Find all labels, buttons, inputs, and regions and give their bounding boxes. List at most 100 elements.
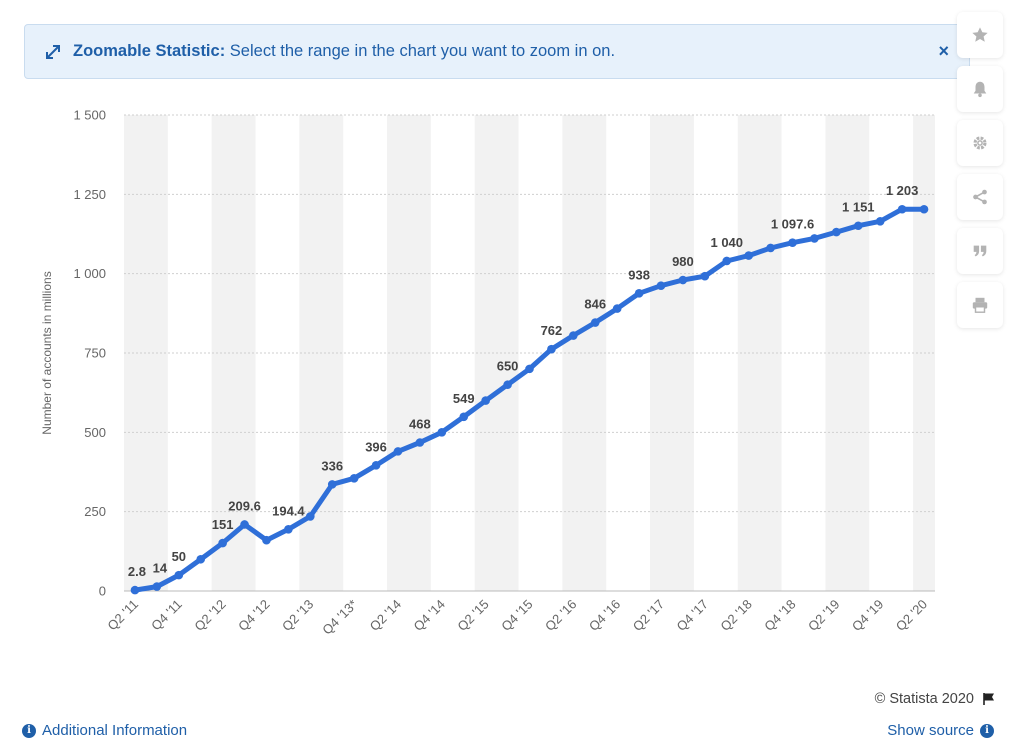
data-label: 1 151 (842, 200, 875, 215)
x-tick-label: Q4 '15 (498, 597, 535, 634)
data-point (722, 256, 732, 266)
data-point (152, 582, 162, 591)
show-source-link[interactable]: Show source i (887, 722, 994, 739)
data-point (284, 525, 293, 534)
additional-information-link[interactable]: i Additional Information (22, 722, 187, 739)
data-point (853, 221, 863, 231)
x-tick-label: Q4 '19 (849, 597, 886, 634)
data-point (810, 234, 819, 243)
share-icon (973, 189, 987, 205)
data-point (327, 480, 337, 489)
zoom-banner: Zoomable Statistic: Select the range in … (24, 24, 970, 79)
x-tick-label: Q2 '19 (805, 597, 842, 634)
data-point (832, 227, 841, 237)
close-icon[interactable]: × (938, 41, 949, 61)
x-tick-label: Q2 '17 (630, 597, 667, 634)
expand-icon (43, 42, 63, 62)
data-point (656, 281, 666, 291)
data-point (174, 570, 184, 580)
x-tick-label: Q2 '15 (454, 597, 491, 634)
y-axis-ticks: 0 250 500 750 1 000 1 250 1 500 (73, 108, 106, 599)
data-point (503, 380, 512, 390)
info-icon: i (980, 723, 994, 738)
print-button[interactable] (957, 282, 1003, 328)
x-tick-label: Q4 '18 (761, 597, 798, 634)
data-point (306, 512, 315, 521)
y-tick-label: 0 (99, 584, 106, 599)
y-tick-label: 1 250 (73, 187, 106, 202)
data-point (415, 438, 425, 447)
x-tick-label: Q4 '17 (674, 597, 711, 634)
star-icon (972, 27, 988, 42)
data-point (612, 304, 622, 313)
data-label: 50 (172, 549, 186, 564)
x-tick-label: Q4 '14 (411, 597, 448, 634)
favorite-button[interactable] (957, 12, 1003, 58)
data-points (130, 204, 929, 595)
data-point (196, 554, 206, 564)
data-point (919, 204, 929, 214)
y-tick-label: 250 (84, 504, 106, 519)
data-label: 2.8 (128, 564, 146, 579)
x-tick-label: Q2 '13 (279, 597, 316, 634)
data-point (875, 217, 885, 226)
x-tick-label: Q4 '11 (148, 597, 185, 634)
data-label: 846 (584, 297, 606, 312)
data-label: 151 (212, 517, 234, 532)
y-tick-label: 750 (84, 346, 106, 361)
cite-button[interactable] (957, 228, 1003, 274)
info-icon: i (22, 723, 36, 738)
background-band (825, 115, 870, 591)
data-label: 650 (497, 359, 519, 374)
data-point (371, 461, 381, 470)
x-tick-label: Q4 '13* (319, 597, 360, 638)
data-point (437, 428, 447, 437)
copyright-text: © Statista 2020 (874, 691, 974, 707)
x-tick-label: Q2 '12 (191, 597, 228, 634)
data-point (569, 331, 578, 340)
data-point (218, 538, 227, 548)
gridlines (124, 114, 935, 592)
additional-information-label: Additional Information (42, 722, 188, 739)
x-tick-label: Q2 '18 (717, 597, 754, 634)
x-axis-ticks: Q2 '11 Q4 '11 Q2 '12 Q4 '12 Q2 '13 Q4 '13* Q2 … (104, 597, 930, 638)
data-label: 396 (365, 439, 387, 454)
x-tick-label: Q4 '16 (586, 597, 623, 634)
data-label: 980 (672, 254, 694, 269)
banner-text: Zoomable Statistic: Select the range in … (73, 25, 615, 78)
settings-button[interactable] (957, 120, 1003, 166)
share-button[interactable] (957, 174, 1003, 220)
x-tick-label: Q2 '20 (893, 597, 930, 634)
data-point (744, 251, 753, 260)
copyright: © Statista 2020 (875, 691, 996, 707)
y-tick-label: 500 (84, 425, 106, 440)
gear-icon (973, 136, 987, 150)
data-point (459, 412, 469, 422)
data-point (897, 204, 907, 214)
data-label: 938 (628, 267, 650, 282)
data-point (678, 275, 688, 285)
data-point (481, 396, 490, 405)
y-tick-label: 1 500 (73, 108, 106, 123)
flag-icon[interactable] (982, 692, 996, 706)
data-label: 1 203 (886, 183, 919, 198)
data-point (788, 238, 797, 247)
data-label: 762 (541, 323, 563, 338)
data-point (262, 535, 271, 545)
x-tick-label: Q2 '11 (104, 597, 141, 634)
data-point (393, 447, 403, 456)
print-icon (972, 297, 988, 313)
data-label: 209.6 (228, 498, 261, 513)
data-point (590, 318, 600, 327)
show-source-label: Show source (887, 722, 974, 739)
banner-message: Select the range in the chart you want t… (229, 42, 616, 60)
data-point (240, 520, 249, 529)
data-point (700, 271, 710, 281)
y-tick-label: 1 000 (73, 266, 106, 281)
data-label: 1 097.6 (771, 217, 814, 232)
data-point (349, 474, 359, 483)
data-label: 1 040 (710, 235, 743, 250)
alert-button[interactable] (957, 66, 1003, 112)
data-label: 194.4 (272, 503, 305, 518)
